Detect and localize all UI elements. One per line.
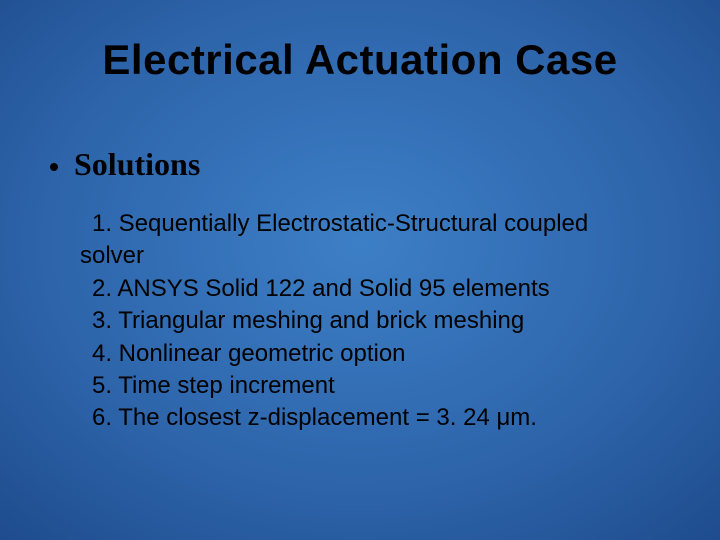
- slide: Electrical Actuation Case Solutions 1. S…: [0, 0, 720, 540]
- bullet-dot-icon: [50, 163, 58, 171]
- bullet-label: Solutions: [74, 146, 200, 183]
- body-line: 1. Sequentially Electrostatic-Structural…: [80, 208, 660, 240]
- body-text: 1. Sequentially Electrostatic-Structural…: [80, 208, 660, 435]
- body-line: 4. Nonlinear geometric option: [80, 338, 660, 370]
- slide-title: Electrical Actuation Case: [0, 36, 720, 84]
- body-line: 3. Triangular meshing and brick meshing: [80, 305, 660, 337]
- bullet-row: Solutions: [50, 146, 200, 183]
- body-line: 6. The closest z-displacement = 3. 24 μm…: [80, 402, 660, 434]
- body-line: 5. Time step increment: [80, 370, 660, 402]
- body-line: 2. ANSYS Solid 122 and Solid 95 elements: [80, 273, 660, 305]
- body-line: solver: [80, 240, 660, 272]
